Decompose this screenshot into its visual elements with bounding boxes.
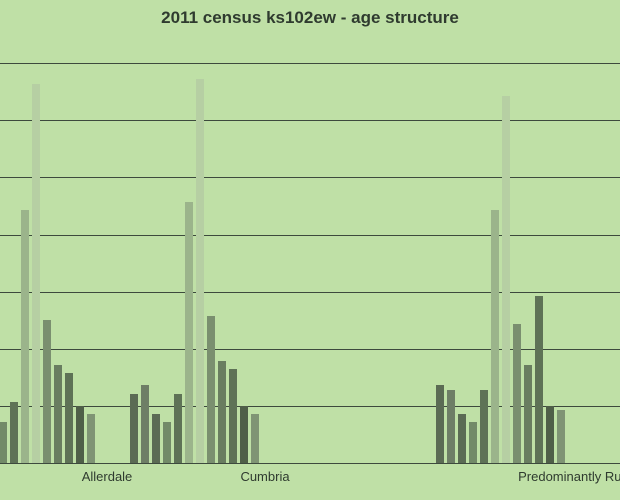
bar-predominantly-rural-9 [535,296,543,463]
bar-predominantly-rural-5 [491,210,499,463]
bar-cumbria-10 [240,406,248,463]
bar-allerdale-8 [54,365,62,463]
bar-cumbria-4 [174,394,182,463]
bar-allerdale-7 [43,320,51,463]
chart-title: 2011 census ks102ew - age structure [0,8,620,28]
bar-predominantly-rural-2 [458,414,466,463]
bar-predominantly-rural-4 [480,390,488,463]
bar-cumbria-3 [163,422,171,463]
bar-cumbria-9 [229,369,237,463]
bar-cumbria-5 [185,202,193,463]
bar-allerdale-6 [32,84,40,463]
bar-predominantly-rural-7 [513,324,521,463]
bar-predominantly-rural-1 [447,390,455,463]
bar-allerdale-11 [87,414,95,463]
bar-predominantly-rural-10 [546,406,554,463]
bar-cumbria-8 [218,361,226,463]
bar-allerdale-4 [10,402,18,463]
x-axis: Allerdale Cumbria Predominantly Rural [0,463,620,500]
x-axis-baseline [0,463,620,464]
x-axis-label: Allerdale [42,469,172,484]
chart-container: 2011 census ks102ew - age structure Alle… [0,0,620,500]
x-axis-label: Predominantly Rural [492,469,620,484]
bar-predominantly-rural-11 [557,410,565,463]
bar-cumbria-11 [251,414,259,463]
bar-cumbria-2 [152,414,160,463]
bar-allerdale-3 [0,422,7,463]
plot-area [0,55,620,463]
bars-layer [0,55,620,463]
x-axis-label: Cumbria [200,469,330,484]
bar-predominantly-rural-6 [502,96,510,463]
bar-allerdale-9 [65,373,73,463]
bar-cumbria-6 [196,79,204,463]
bar-cumbria-1 [141,385,149,463]
bar-predominantly-rural-8 [524,365,532,463]
bar-allerdale-5 [21,210,29,463]
bar-allerdale-10 [76,406,84,463]
bar-predominantly-rural-0 [436,385,444,463]
bar-predominantly-rural-3 [469,422,477,463]
bar-cumbria-7 [207,316,215,463]
bar-cumbria-0 [130,394,138,463]
